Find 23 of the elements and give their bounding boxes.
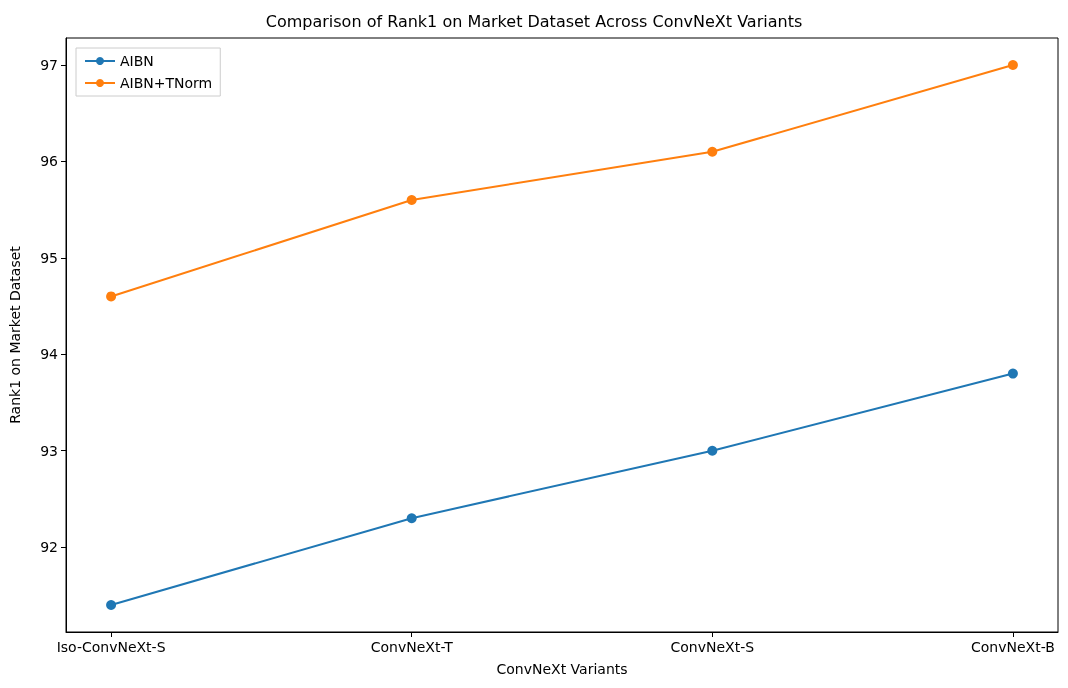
y-tick-label: 93: [40, 442, 58, 459]
point: [1007, 60, 1018, 70]
y-tick-label: 95: [40, 249, 58, 266]
legend-label: AIBN+TNorm: [120, 75, 213, 91]
point: [1007, 368, 1018, 379]
point: [406, 513, 417, 524]
point: [106, 600, 117, 610]
point: [707, 445, 718, 456]
x-tick-label: Iso-ConvNeXt-S: [56, 639, 166, 655]
y-tick-label: 96: [40, 153, 59, 170]
x-tick-label: ConvNeXt-S: [670, 639, 755, 655]
x-tick-label: ConvNeXt-T: [370, 639, 454, 655]
x-axis-title: ConvNeXt Variants: [496, 661, 628, 677]
y-tick-label: 92: [40, 539, 58, 556]
x-tick-label: ConvNeXt-B: [971, 639, 1055, 655]
legend-label: AIBN: [120, 53, 154, 69]
chart-title: Comparison of Rank1 on Market Dataset Across ConvNeXt Variants: [265, 11, 803, 31]
point: [406, 195, 417, 205]
y-axis-title: Rank1 on Market Dataset: [7, 245, 23, 424]
y-tick-label: 94: [40, 346, 59, 363]
point: [106, 291, 117, 302]
point: [707, 146, 718, 157]
y-tick-label: 97: [40, 57, 58, 73]
